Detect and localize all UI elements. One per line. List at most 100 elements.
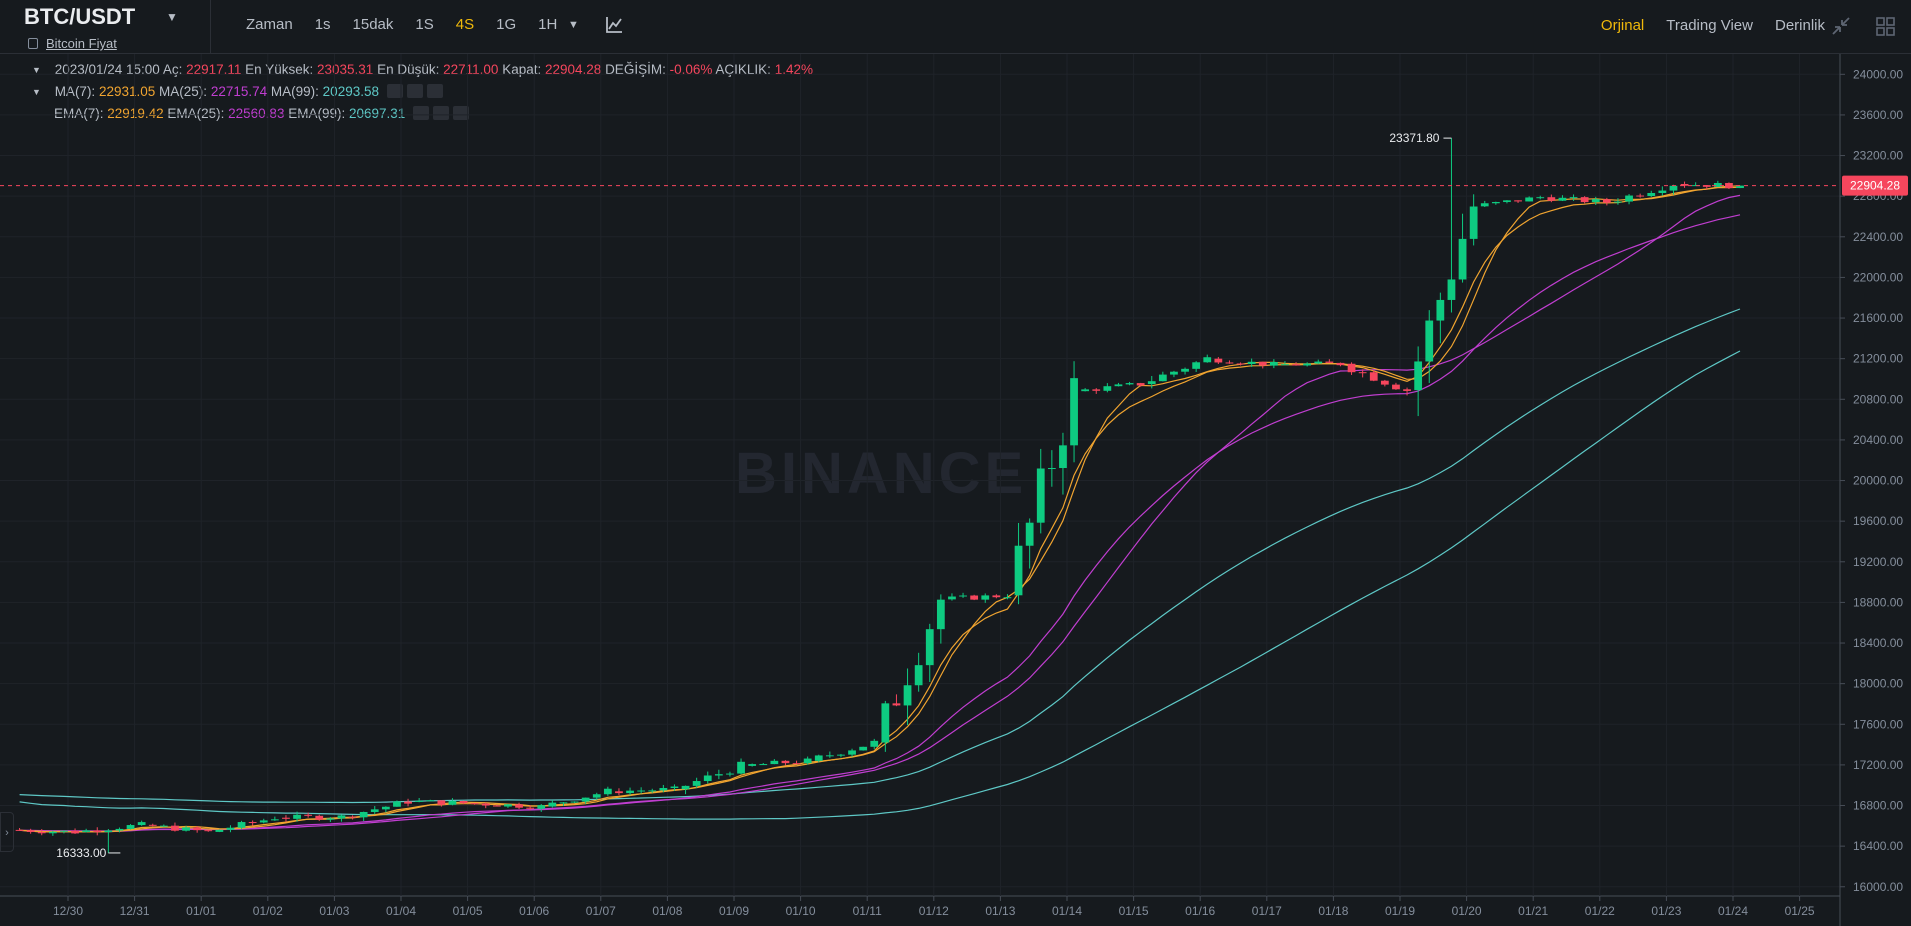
candle-body <box>881 703 890 743</box>
coin-info-link[interactable]: Bitcoin Fiyat <box>46 36 117 51</box>
candle-body <box>270 819 279 821</box>
y-tick-label: 18800.00 <box>1853 595 1903 609</box>
indicator-icon[interactable] <box>604 15 624 35</box>
candle-body <box>1458 238 1467 280</box>
collapse-icon[interactable] <box>1830 15 1852 37</box>
candle-body <box>737 761 745 774</box>
ma99-line <box>19 350 1741 820</box>
candle-body <box>104 830 113 833</box>
more-intervals-icon[interactable]: ▼ <box>568 19 579 31</box>
ma7-line <box>19 185 1741 833</box>
candle-body <box>159 825 168 827</box>
ma25-value: 22715.74 <box>210 84 268 99</box>
grid-layout-icon[interactable] <box>1874 15 1896 37</box>
ma-collapse-icon[interactable]: ▼ <box>32 87 41 97</box>
candle-body <box>1170 371 1178 375</box>
candle-body <box>193 827 202 831</box>
candle-body <box>1369 372 1378 381</box>
candle-body <box>60 830 68 832</box>
candle-body <box>1358 372 1367 374</box>
candle-body <box>26 830 35 833</box>
symbol-dropdown-icon[interactable]: ▼ <box>166 10 178 24</box>
candle-body <box>1536 197 1545 199</box>
ema-settings-icon[interactable] <box>433 106 450 120</box>
candle-body <box>803 758 812 764</box>
legend-collapse-icon[interactable]: ▼ <box>32 65 41 75</box>
x-tick-label: 01/03 <box>319 904 349 918</box>
ema25-value: 22560.83 <box>228 106 285 121</box>
interval-1S[interactable]: 1S <box>415 16 434 33</box>
candle-body <box>337 815 346 819</box>
interval-1G[interactable]: 1G <box>496 16 517 33</box>
candle-body <box>248 822 257 824</box>
x-tick-label: 01/20 <box>1452 904 1482 918</box>
x-tick-label: 01/14 <box>1052 904 1082 918</box>
candle-body <box>82 830 91 832</box>
interval-1s[interactable]: 1s <box>314 16 331 33</box>
candlestick-chart[interactable]: 16000.00 16400.00 16800.00 17200.00 17600.00… <box>0 54 1911 926</box>
x-tick-label: 01/01 <box>186 904 216 918</box>
view-tradingview[interactable]: Trading View <box>1666 17 1753 34</box>
candle-body <box>182 827 190 831</box>
candle-body <box>1580 197 1589 203</box>
ma-settings-icon[interactable] <box>406 84 423 98</box>
candle-body <box>1380 380 1389 385</box>
x-tick-label: 01/22 <box>1585 904 1615 918</box>
view-depth[interactable]: Derinlik <box>1774 17 1825 34</box>
candle-body <box>492 805 501 807</box>
interval-4S[interactable]: 4S <box>455 16 475 33</box>
candle-body <box>1247 361 1256 365</box>
ema-visibility-icon[interactable] <box>413 106 430 120</box>
candle-body <box>326 818 335 820</box>
ema7-line <box>19 186 1741 833</box>
ema99-value: 20697.31 <box>349 106 406 121</box>
interval-15dak[interactable]: 15dak <box>352 16 394 33</box>
ma-close-icon[interactable] <box>426 84 443 98</box>
candle-body <box>293 814 301 819</box>
interval-time[interactable]: Zaman <box>246 16 293 33</box>
x-tick-label: 01/06 <box>519 904 549 918</box>
candle-body <box>859 746 868 751</box>
view-original[interactable]: Orjinal <box>1600 17 1645 34</box>
candle-body <box>1669 185 1678 191</box>
y-tick-label: 20000.00 <box>1853 474 1903 488</box>
candle-body <box>770 760 779 765</box>
candle-date: 2023/01/24 15:00 <box>54 62 160 77</box>
candle-body <box>1236 363 1245 365</box>
ma-visibility-icon[interactable] <box>386 84 403 98</box>
candle-body <box>404 801 412 804</box>
candle-body <box>870 740 879 747</box>
candle-body <box>171 825 179 831</box>
candle-body <box>1347 363 1356 373</box>
candle-body <box>714 774 723 776</box>
candle-body <box>781 760 790 764</box>
candle-body <box>1614 201 1622 203</box>
candle-body <box>315 815 324 820</box>
binance-watermark: BINANCE <box>735 441 1028 506</box>
y-tick-label: 20800.00 <box>1853 392 1903 406</box>
high-label: En Yüksek: <box>245 62 314 77</box>
candle-body <box>1647 192 1656 197</box>
y-tick-label: 19200.00 <box>1853 555 1903 569</box>
candle-body <box>204 830 213 832</box>
candle-body <box>1047 468 1056 470</box>
candle-body <box>970 595 979 600</box>
symbol-title[interactable]: BTC/USDT <box>24 4 136 29</box>
interval-1H[interactable]: 1H <box>538 16 558 33</box>
candle-body <box>1181 368 1189 372</box>
candle-body <box>848 750 856 755</box>
ema25-label: EMA(25): <box>167 106 225 121</box>
candle-body <box>348 816 357 818</box>
candle-body <box>370 809 379 812</box>
y-tick-label: 23200.00 <box>1853 149 1903 163</box>
y-tick-label: 21600.00 <box>1853 311 1903 325</box>
y-tick-label: 17200.00 <box>1853 758 1903 772</box>
candle-body <box>615 791 623 794</box>
x-tick-label: 01/23 <box>1651 904 1681 918</box>
candle-body <box>470 803 479 805</box>
candle-body <box>1025 522 1034 546</box>
ema-close-icon[interactable] <box>453 106 470 120</box>
sidebar-toggle-icon[interactable]: › <box>0 812 14 852</box>
candle-body <box>137 822 146 826</box>
coin-info[interactable]: Bitcoin Fiyat <box>28 36 117 51</box>
